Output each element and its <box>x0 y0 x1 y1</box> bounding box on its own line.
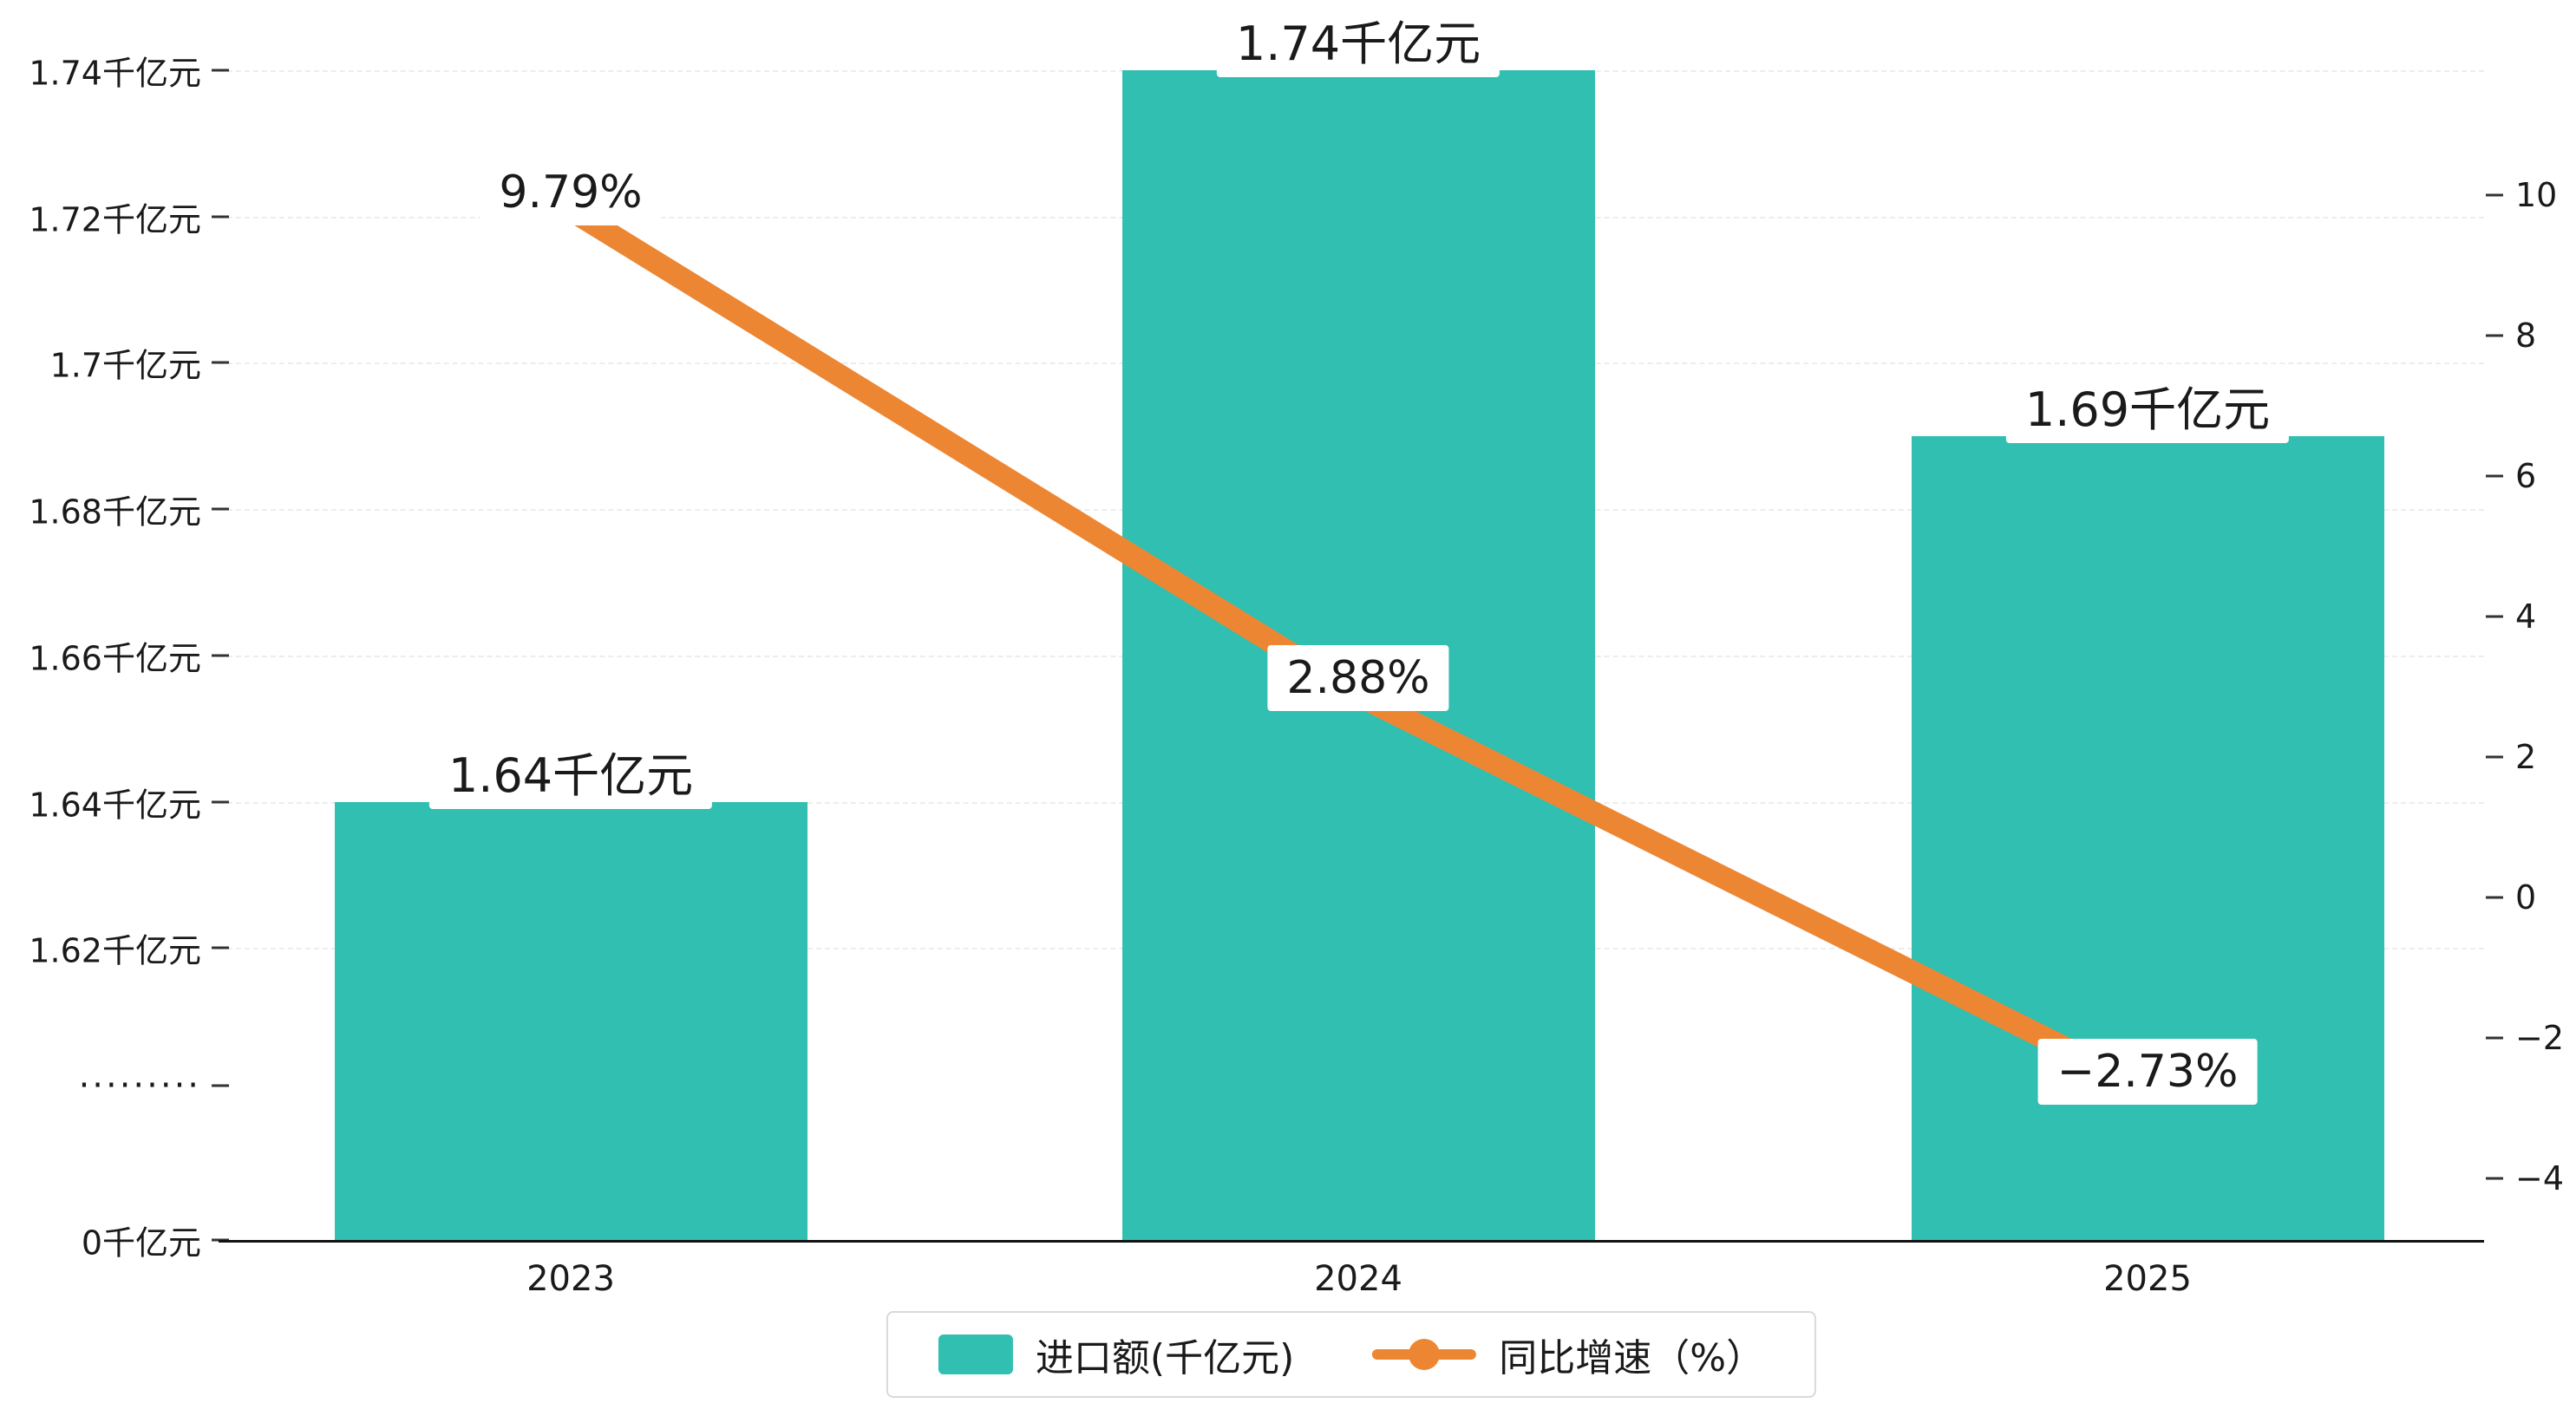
line-marker-dot-icon <box>1409 1339 1441 1370</box>
legend-item-line[interactable]: 同比增速（%） <box>1372 1327 1764 1382</box>
y-axis-tick-mark <box>212 654 229 657</box>
bar-swatch-icon <box>938 1334 1013 1374</box>
y-axis-left-tick-label: 1.66千亿元 <box>29 639 201 678</box>
y-axis-left-tick-label: 1.7千亿元 <box>49 346 201 385</box>
legend-line-label: 同比增速（%） <box>1499 1336 1765 1380</box>
x-axis-tick-label: 2023 <box>526 1259 615 1299</box>
y-axis-right-tick-label: 2 <box>2515 738 2537 776</box>
y-axis-right-tick-label: 8 <box>2515 316 2537 355</box>
legend-item-bar[interactable]: 进口额(千亿元) <box>938 1327 1294 1382</box>
line-value-label: −2.73% <box>2037 1039 2258 1106</box>
y-axis-left-tick-label: 1.72千亿元 <box>29 200 201 239</box>
y-axis-right-tick-mark <box>2486 474 2503 478</box>
y-axis-right-tick-label: 6 <box>2515 457 2537 495</box>
line-value-label: 9.79% <box>480 160 662 225</box>
y-axis-right-tick-mark <box>2486 1036 2503 1040</box>
y-axis-right-tick-mark <box>2486 615 2503 618</box>
y-axis-right-tick-label: 10 <box>2515 176 2558 214</box>
y-axis-right-tick-mark <box>2486 193 2503 197</box>
legend-bar-label: 进口额(千亿元) <box>1035 1336 1295 1380</box>
y-axis-tick-mark <box>212 215 229 219</box>
y-axis-right-tick-mark <box>2486 1177 2503 1180</box>
y-axis-left-tick-label: 1.68千亿元 <box>29 493 201 532</box>
y-axis-left-tick-label: 1.64千亿元 <box>29 786 201 824</box>
y-axis-left-tick-label: 1.62千亿元 <box>29 931 201 970</box>
y-axis-tick-mark <box>212 507 229 511</box>
y-axis-right-tick-label: −4 <box>2515 1159 2565 1197</box>
y-axis-zero-label: 0千亿元 <box>81 1224 201 1263</box>
bar-value-label: 1.64千亿元 <box>428 733 713 809</box>
bar-value-label: 1.69千亿元 <box>2005 367 2290 443</box>
line-value-label: 2.88% <box>1267 644 1449 711</box>
x-axis-tick-label: 2024 <box>1314 1259 1402 1299</box>
y-axis-tick-mark <box>212 69 229 72</box>
y-axis-right-tick-mark <box>2486 755 2503 759</box>
y-axis-right-tick-label: −2 <box>2515 1019 2565 1057</box>
bar-value-label: 1.74千亿元 <box>1216 2 1500 77</box>
y-axis-right-tick-mark <box>2486 334 2503 337</box>
y-axis-right-tick-label: 0 <box>2515 878 2537 917</box>
y-axis-right-tick-label: 4 <box>2515 597 2537 636</box>
legend: 进口额(千亿元) 同比增速（%） <box>886 1311 1817 1398</box>
y-axis-tick-mark <box>212 1084 229 1087</box>
y-axis-tick-mark <box>212 946 229 949</box>
y-axis-left-tick-label: 1.74千亿元 <box>29 54 201 93</box>
x-axis-line <box>219 1240 2484 1243</box>
y-axis-break-dots: ········· <box>78 1066 201 1106</box>
y-axis-right-tick-mark <box>2486 896 2503 899</box>
y-axis-tick-mark <box>212 800 229 803</box>
bar[interactable] <box>1911 435 2384 1240</box>
x-axis-tick-label: 2025 <box>2103 1259 2192 1299</box>
y-axis-tick-mark <box>212 361 229 364</box>
line-swatch-icon <box>1372 1339 1477 1370</box>
bar[interactable] <box>334 801 807 1240</box>
